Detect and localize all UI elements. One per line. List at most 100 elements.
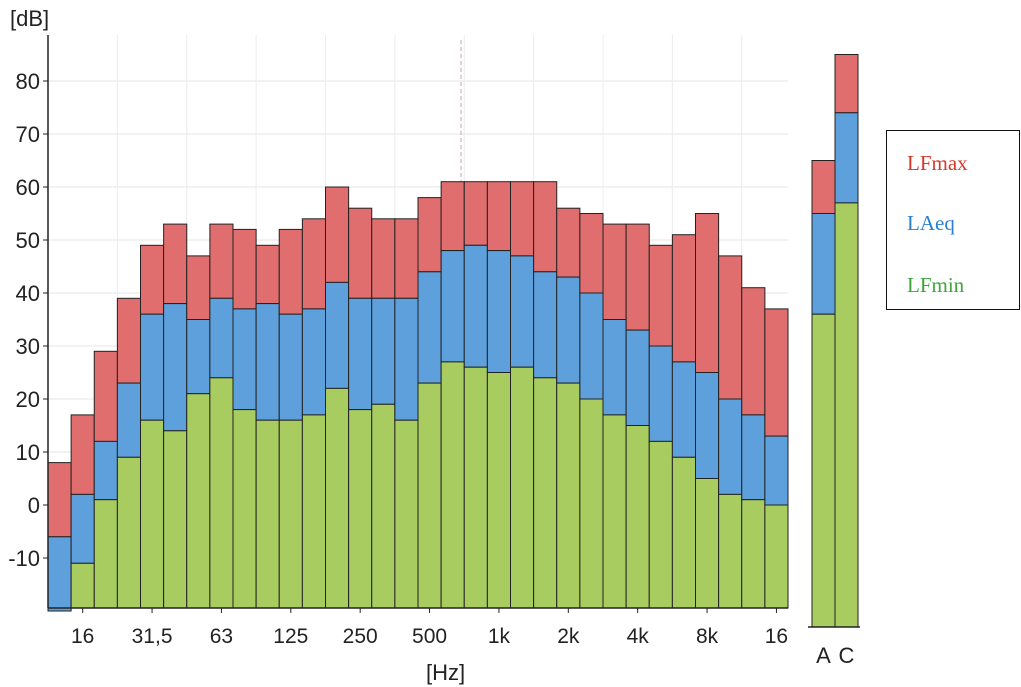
y-tick-label: 20 [16, 387, 40, 412]
bar-lfmax [671, 234, 696, 363]
bar-lfmin [186, 393, 211, 609]
bar-lfmin [556, 382, 581, 609]
bar-lfmax [648, 244, 673, 347]
y-tick-label: 50 [16, 228, 40, 253]
bar-lfmax [116, 297, 141, 384]
bar-laeq [510, 255, 535, 368]
x-tick-label: 2k [557, 625, 580, 648]
bar-lfmin [671, 456, 696, 609]
x-tick-label: 250 [343, 625, 378, 648]
bar-lfmin [718, 493, 743, 609]
bar-lfmax [348, 207, 373, 299]
bar-laeq [695, 372, 720, 479]
bar-lfmax [394, 218, 419, 299]
y-tick-label: -10 [8, 546, 40, 571]
bar-lfmin [116, 456, 141, 609]
legend-lfmax: LFmax [907, 151, 968, 175]
y-tick-label: 60 [16, 175, 40, 200]
y-tick-label: 0 [28, 493, 40, 518]
bar-lfmin [348, 409, 373, 609]
bar-laeq [602, 319, 627, 416]
bar-laeq [47, 536, 72, 612]
bar-laeq [163, 303, 188, 432]
legend: LFmax LAeq LFmin [886, 130, 1020, 310]
x-tick-label-c: C [839, 643, 855, 668]
bar-lfmax [325, 186, 350, 283]
bar-lfmin [278, 419, 303, 609]
bar-laeq [70, 493, 95, 564]
bar-lfmin [417, 382, 442, 609]
bar-lfmin [602, 414, 627, 609]
bar-lfmin [93, 499, 118, 609]
legend-lfmin: LFmin [907, 273, 965, 297]
bar-lfmin [209, 377, 234, 609]
bar-lfmax [741, 287, 766, 416]
bar-laeq [579, 292, 604, 400]
bar-lfmax [695, 213, 720, 373]
bar-lfmax [510, 181, 535, 257]
bar-lfmin [741, 499, 766, 609]
bar-laeq [671, 361, 696, 458]
bar-lfmin [695, 478, 720, 609]
bar-lfmin [440, 361, 465, 609]
total-bar-lfmin [834, 202, 859, 628]
x-tick-label: 16 [765, 625, 788, 648]
x-tick-label: 63 [210, 625, 233, 648]
x-tick-label: 31,5 [132, 625, 173, 648]
x-tick-label: 16 [71, 625, 94, 648]
bar-laeq [140, 313, 165, 421]
bar-lfmax [209, 223, 234, 299]
bar-lfmax [232, 228, 257, 310]
bar-laeq [325, 281, 350, 389]
bar-laeq [186, 319, 211, 395]
total-bar-lfmax [811, 160, 836, 214]
bar-laeq [486, 250, 511, 374]
bar-lfmin [764, 504, 789, 609]
x-tick-label-a: A [816, 643, 831, 668]
bar-laeq [93, 440, 118, 501]
bar-lfmax [718, 255, 743, 400]
bar-lfmax [764, 308, 789, 437]
bar-lfmax [163, 223, 188, 305]
bar-lfmax [278, 228, 303, 315]
bar-lfmin [510, 366, 535, 609]
bar-lfmax [533, 181, 558, 273]
bar-lfmin [625, 425, 650, 609]
bar-laeq [440, 250, 465, 363]
bar-laeq [371, 297, 396, 405]
bar-laeq [116, 382, 141, 458]
bar-lfmax [579, 213, 604, 294]
total-bar-laeq [834, 112, 859, 204]
bar-laeq [255, 303, 280, 421]
bar-laeq [741, 414, 766, 501]
bar-lfmax [486, 181, 511, 252]
total-bar-lfmin [811, 313, 836, 628]
bar-lfmax [301, 218, 326, 310]
y-tick-label: 80 [16, 69, 40, 94]
bar-laeq [278, 313, 303, 421]
bar-lfmin [648, 440, 673, 609]
legend-laeq: LAeq [907, 211, 955, 235]
x-tick-label: 500 [412, 625, 447, 648]
bar-laeq [301, 308, 326, 416]
total-bar-laeq [811, 213, 836, 315]
x-axis-label: [Hz] [426, 660, 466, 685]
bar-laeq [394, 297, 419, 421]
y-tick-label: 10 [16, 440, 40, 465]
bar-lfmin [140, 419, 165, 609]
bar-lfmax [463, 181, 488, 246]
bar-lfmax [93, 350, 118, 442]
total-bar-lfmax [834, 54, 859, 114]
x-tick-label: 1k [488, 625, 511, 648]
bar-lfmax [556, 207, 581, 278]
y-tick-label: 30 [16, 334, 40, 359]
bar-lfmax [371, 218, 396, 299]
bar-lfmin [70, 562, 95, 609]
bar-laeq [718, 398, 743, 495]
bar-lfmin [232, 409, 257, 609]
bar-lfmin [371, 403, 396, 609]
bar-lfmin [486, 372, 511, 609]
bar-lfmax [255, 244, 280, 305]
bar-lfmax [417, 197, 442, 273]
